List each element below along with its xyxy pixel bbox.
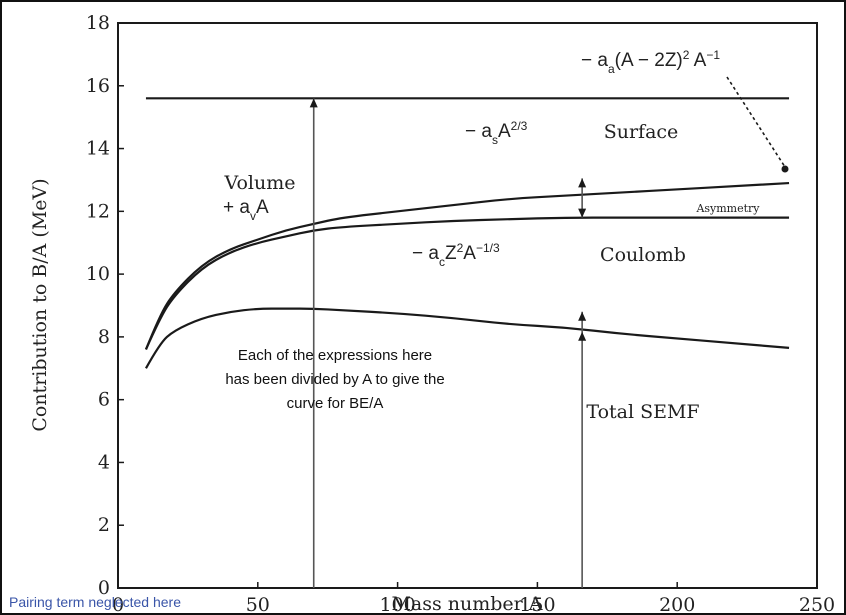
x-tick-label: 100	[379, 594, 415, 615]
arrow-head	[578, 331, 587, 341]
y-tick-label: 0	[98, 577, 110, 599]
curve-after_surface	[144, 181, 790, 350]
region-label-surface: Surface	[604, 121, 679, 143]
y-tick-label: 14	[86, 138, 110, 160]
note-line-1: Each of the expressions here	[238, 347, 432, 364]
curve-after_asymmetry	[144, 216, 790, 350]
y-tick-label: 6	[98, 389, 110, 411]
note-line-3: curve for BE/A	[287, 395, 384, 412]
x-axis-ticks: 0 50 100 150 200 250	[112, 582, 835, 615]
formula-volume: + avA	[223, 197, 269, 223]
region-label-volume: Volume	[224, 172, 296, 194]
y-tick-label: 8	[98, 326, 110, 348]
arrow-head	[578, 208, 587, 218]
arrow-head	[578, 311, 587, 321]
region-label-total-semf: Total SEMF	[586, 401, 699, 423]
arrow-head	[578, 178, 587, 188]
y-axis-label: Contribution to B/A (MeV)	[29, 178, 51, 431]
y-axis-ticks: 0 2 4 6 8 10 12 14 16 18	[86, 12, 124, 599]
asymmetry-leader-dot	[781, 165, 789, 173]
note-line-2: has been divided by A to give the	[225, 371, 444, 388]
x-tick-label: 0	[112, 594, 124, 615]
region-label-coulomb: Coulomb	[600, 244, 686, 266]
formula-asymmetry: − aa(A − 2Z)2 A−1	[581, 48, 720, 76]
y-tick-label: 2	[98, 514, 110, 536]
y-tick-label: 18	[86, 12, 110, 34]
formula-coulomb: − acZ2A−1/3	[412, 241, 500, 269]
plot-frame	[117, 22, 818, 589]
formula-surface: − asA2/3	[465, 119, 528, 147]
curve-total_semf	[144, 307, 790, 369]
y-tick-label: 4	[98, 451, 110, 473]
y-tick-label: 16	[86, 75, 110, 97]
y-tick-label: 12	[86, 200, 110, 222]
arrow-head	[309, 98, 318, 108]
region-label-asymmetry: Asymmetry	[695, 202, 760, 215]
chart-arrows	[309, 98, 587, 588]
pairing-note: Pairing term neglected here	[9, 594, 181, 610]
x-tick-label: 150	[519, 594, 555, 615]
y-tick-label: 10	[86, 263, 110, 285]
x-axis-label: Mass number A	[391, 593, 542, 615]
x-tick-label: 50	[246, 594, 270, 615]
x-tick-label: 250	[799, 594, 835, 615]
chart-curves	[144, 97, 790, 369]
x-tick-label: 200	[659, 594, 695, 615]
